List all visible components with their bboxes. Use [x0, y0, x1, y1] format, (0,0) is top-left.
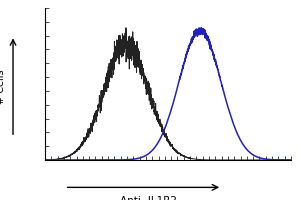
Text: # Cells: # Cells — [0, 70, 6, 104]
Text: Anti- IL1R2: Anti- IL1R2 — [120, 196, 177, 200]
